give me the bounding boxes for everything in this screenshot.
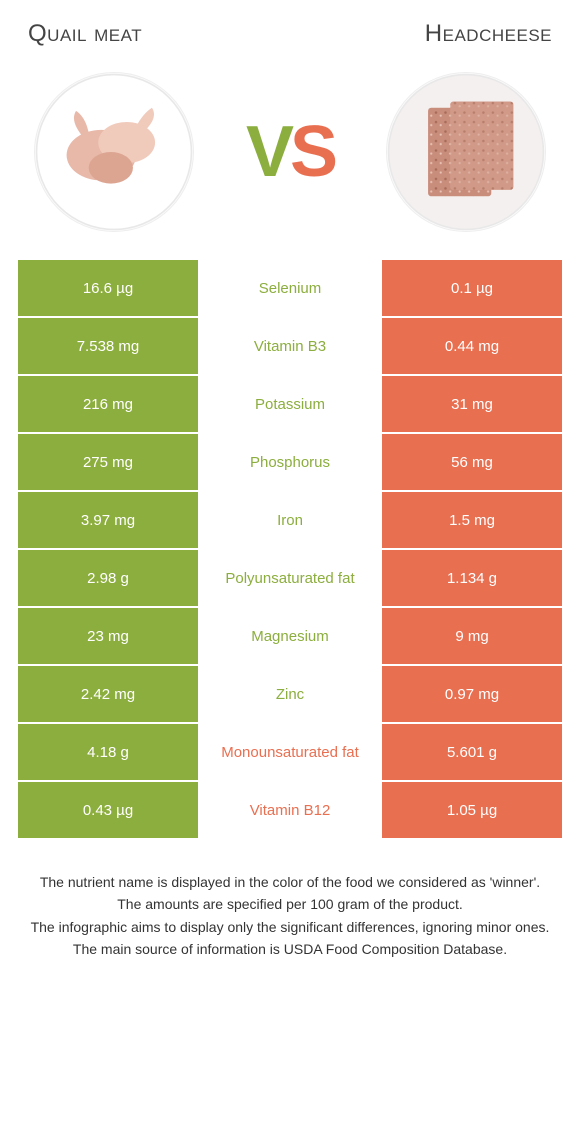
- nutrient-label: Potassium: [198, 376, 382, 432]
- table-row: 0.43 µgVitamin B121.05 µg: [18, 782, 562, 838]
- footer-line: The nutrient name is displayed in the co…: [30, 872, 550, 892]
- vs-s: S: [290, 112, 334, 192]
- nutrient-label: Monounsaturated fat: [198, 724, 382, 780]
- value-left: 2.98 g: [18, 550, 198, 606]
- vs-v: V: [246, 112, 290, 192]
- value-right: 9 mg: [382, 608, 562, 664]
- value-left: 0.43 µg: [18, 782, 198, 838]
- nutrient-label: Iron: [198, 492, 382, 548]
- title-right: Headcheese: [425, 20, 552, 48]
- value-left: 3.97 mg: [18, 492, 198, 548]
- footer-line: The main source of information is USDA F…: [30, 939, 550, 959]
- table-row: 23 mgMagnesium9 mg: [18, 608, 562, 664]
- value-left: 2.42 mg: [18, 666, 198, 722]
- vs-label: VS: [246, 116, 334, 188]
- food-image-right: [386, 72, 546, 232]
- nutrient-label: Selenium: [198, 260, 382, 316]
- table-row: 16.6 µgSelenium0.1 µg: [18, 260, 562, 316]
- nutrient-label: Magnesium: [198, 608, 382, 664]
- title-left: Quail meat: [28, 20, 142, 48]
- images-row: VS: [18, 72, 562, 232]
- value-left: 216 mg: [18, 376, 198, 432]
- value-right: 0.1 µg: [382, 260, 562, 316]
- value-right: 5.601 g: [382, 724, 562, 780]
- footer-line: The infographic aims to display only the…: [30, 917, 550, 937]
- nutrient-label: Vitamin B3: [198, 318, 382, 374]
- table-row: 7.538 mgVitamin B30.44 mg: [18, 318, 562, 374]
- value-right: 1.5 mg: [382, 492, 562, 548]
- table-row: 2.98 gPolyunsaturated fat1.134 g: [18, 550, 562, 606]
- nutrient-label: Zinc: [198, 666, 382, 722]
- footer-line: The amounts are specified per 100 gram o…: [30, 894, 550, 914]
- value-left: 23 mg: [18, 608, 198, 664]
- table-row: 2.42 mgZinc0.97 mg: [18, 666, 562, 722]
- value-right: 1.05 µg: [382, 782, 562, 838]
- value-right: 0.97 mg: [382, 666, 562, 722]
- nutrient-label: Polyunsaturated fat: [198, 550, 382, 606]
- value-left: 4.18 g: [18, 724, 198, 780]
- table-row: 275 mgPhosphorus56 mg: [18, 434, 562, 490]
- value-right: 56 mg: [382, 434, 562, 490]
- value-left: 275 mg: [18, 434, 198, 490]
- footer-notes: The nutrient name is displayed in the co…: [18, 872, 562, 959]
- value-right: 0.44 mg: [382, 318, 562, 374]
- value-left: 7.538 mg: [18, 318, 198, 374]
- value-right: 31 mg: [382, 376, 562, 432]
- table-row: 216 mgPotassium31 mg: [18, 376, 562, 432]
- nutrient-table: 16.6 µgSelenium0.1 µg7.538 mgVitamin B30…: [18, 260, 562, 838]
- table-row: 4.18 gMonounsaturated fat5.601 g: [18, 724, 562, 780]
- nutrient-label: Vitamin B12: [198, 782, 382, 838]
- header: Quail meat Headcheese: [18, 20, 562, 48]
- nutrient-label: Phosphorus: [198, 434, 382, 490]
- value-right: 1.134 g: [382, 550, 562, 606]
- value-left: 16.6 µg: [18, 260, 198, 316]
- table-row: 3.97 mgIron1.5 mg: [18, 492, 562, 548]
- food-image-left: [34, 72, 194, 232]
